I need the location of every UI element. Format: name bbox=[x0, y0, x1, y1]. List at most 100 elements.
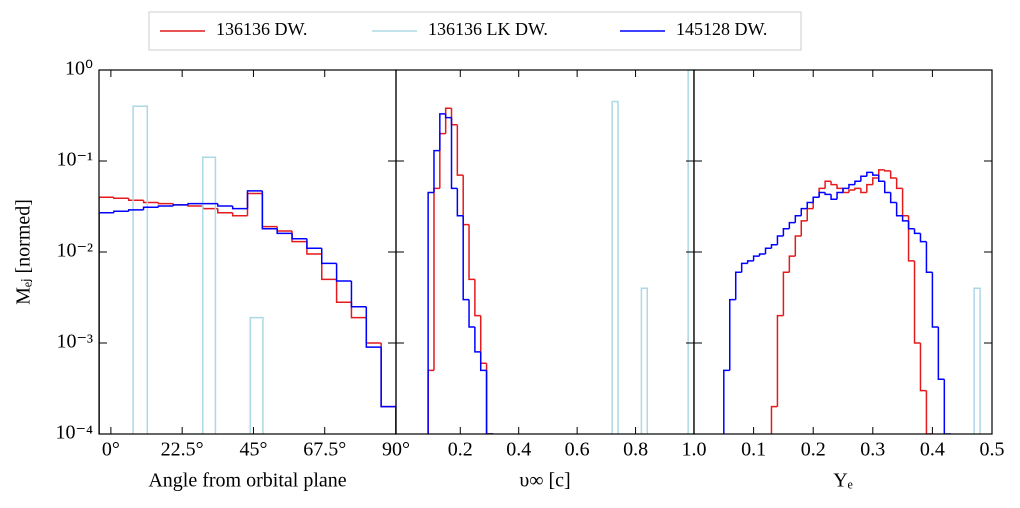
histogram-step bbox=[365, 317, 382, 344]
x-tick-label: 1.0 bbox=[682, 439, 707, 461]
histogram-step bbox=[848, 183, 855, 189]
histogram-step bbox=[335, 263, 352, 282]
histogram-step bbox=[217, 203, 233, 207]
histogram-step bbox=[913, 260, 921, 344]
histogram-step bbox=[350, 281, 367, 308]
x-tick-label: 0.2 bbox=[448, 439, 473, 461]
histogram-step bbox=[187, 202, 203, 205]
histogram-step bbox=[931, 272, 939, 328]
x-tick-label: 0.2 bbox=[801, 439, 826, 461]
histogram-step bbox=[866, 183, 873, 193]
histogram-step bbox=[187, 204, 203, 207]
histogram-step bbox=[439, 113, 446, 151]
histogram-step bbox=[611, 100, 619, 434]
legend-label: 145128 DW. bbox=[676, 19, 767, 39]
histogram-step bbox=[433, 149, 440, 193]
histogram-step bbox=[818, 191, 826, 198]
x-tick-label: 0.1 bbox=[741, 439, 766, 461]
histogram-step bbox=[99, 196, 114, 434]
histogram-step bbox=[157, 205, 174, 208]
histogram-step bbox=[335, 279, 352, 304]
histogram-step bbox=[456, 188, 464, 217]
histogram-step bbox=[246, 190, 263, 209]
histogram-step bbox=[830, 181, 838, 186]
axes-frame bbox=[98, 69, 397, 435]
histogram-step bbox=[866, 171, 873, 177]
histogram-step bbox=[848, 189, 855, 193]
histogram-step bbox=[889, 170, 897, 179]
histogram-step bbox=[433, 187, 440, 371]
histogram-step bbox=[157, 202, 174, 205]
y-tick-label: 10⁻¹ bbox=[56, 149, 93, 171]
histogram-step bbox=[380, 343, 396, 434]
x-tick-label: 0° bbox=[102, 439, 120, 461]
histogram-step bbox=[479, 315, 487, 364]
histogram-step bbox=[907, 215, 915, 262]
histogram-step bbox=[830, 194, 838, 200]
histogram-step bbox=[782, 228, 790, 236]
histogram-step bbox=[872, 172, 879, 176]
histogram-step bbox=[889, 192, 897, 204]
histogram-step bbox=[913, 228, 921, 235]
histogram-step bbox=[291, 231, 307, 243]
histogram-step bbox=[770, 405, 778, 434]
histogram-step bbox=[479, 351, 487, 372]
histogram-step bbox=[276, 228, 293, 235]
histogram-step bbox=[883, 181, 891, 194]
histogram-step bbox=[113, 210, 129, 213]
histogram-step bbox=[474, 279, 481, 317]
histogram-step bbox=[321, 248, 337, 265]
histogram-step bbox=[687, 70, 694, 434]
histogram-step bbox=[740, 262, 748, 273]
x-tick-label: 67.5° bbox=[303, 439, 346, 461]
x-tick-label: 22.5° bbox=[161, 439, 204, 461]
histogram-step bbox=[812, 196, 820, 203]
y-tick-label: 10⁰ bbox=[65, 58, 93, 80]
legend-label: 136136 LK DW. bbox=[428, 19, 548, 39]
histogram-step bbox=[291, 233, 307, 240]
histogram-step bbox=[907, 220, 915, 230]
histogram-step bbox=[794, 235, 802, 257]
histogram-step bbox=[973, 287, 981, 434]
histogram-step bbox=[836, 184, 843, 190]
histogram-step bbox=[127, 198, 144, 202]
x-tick-label: 0.6 bbox=[565, 439, 590, 461]
histogram-step bbox=[895, 202, 903, 217]
y-tick-label: 10⁻⁴ bbox=[55, 422, 93, 444]
y-tick-label: 10⁻³ bbox=[56, 331, 93, 353]
histogram-step bbox=[350, 302, 367, 319]
histogram-step bbox=[824, 180, 832, 189]
x-tick-label: 45° bbox=[239, 439, 267, 461]
histogram-step bbox=[878, 175, 885, 182]
plot-area bbox=[427, 70, 694, 434]
histogram-step bbox=[943, 379, 952, 434]
histogram-step bbox=[770, 244, 778, 249]
histogram-step bbox=[468, 299, 475, 328]
x-tick-label: 0.3 bbox=[860, 439, 885, 461]
histogram-step bbox=[824, 192, 832, 196]
x-tick-label: 0.4 bbox=[506, 439, 531, 461]
x-axis-label: Yₑ bbox=[833, 470, 853, 492]
x-tick-label: 0.4 bbox=[920, 439, 945, 461]
histogram-step bbox=[925, 241, 933, 273]
histogram-step bbox=[172, 204, 189, 207]
histogram-step bbox=[439, 132, 446, 189]
histogram-step bbox=[99, 211, 114, 434]
histogram-step bbox=[261, 190, 278, 230]
histogram-step bbox=[485, 363, 494, 434]
histogram-step bbox=[306, 238, 322, 249]
histogram-step bbox=[758, 253, 766, 257]
histogram-step bbox=[485, 370, 494, 434]
histogram-step bbox=[788, 221, 796, 229]
histogram-step bbox=[723, 369, 730, 434]
histogram-step bbox=[450, 108, 458, 126]
histogram-step bbox=[746, 260, 754, 264]
histogram-step bbox=[365, 306, 382, 348]
histogram-step bbox=[142, 206, 159, 210]
histogram-step bbox=[860, 188, 867, 194]
histogram-step bbox=[276, 226, 293, 232]
histogram-step bbox=[806, 201, 814, 209]
histogram-step bbox=[788, 255, 796, 273]
x-tick-label: 0.5 bbox=[980, 439, 1005, 461]
histogram-step bbox=[860, 175, 867, 182]
